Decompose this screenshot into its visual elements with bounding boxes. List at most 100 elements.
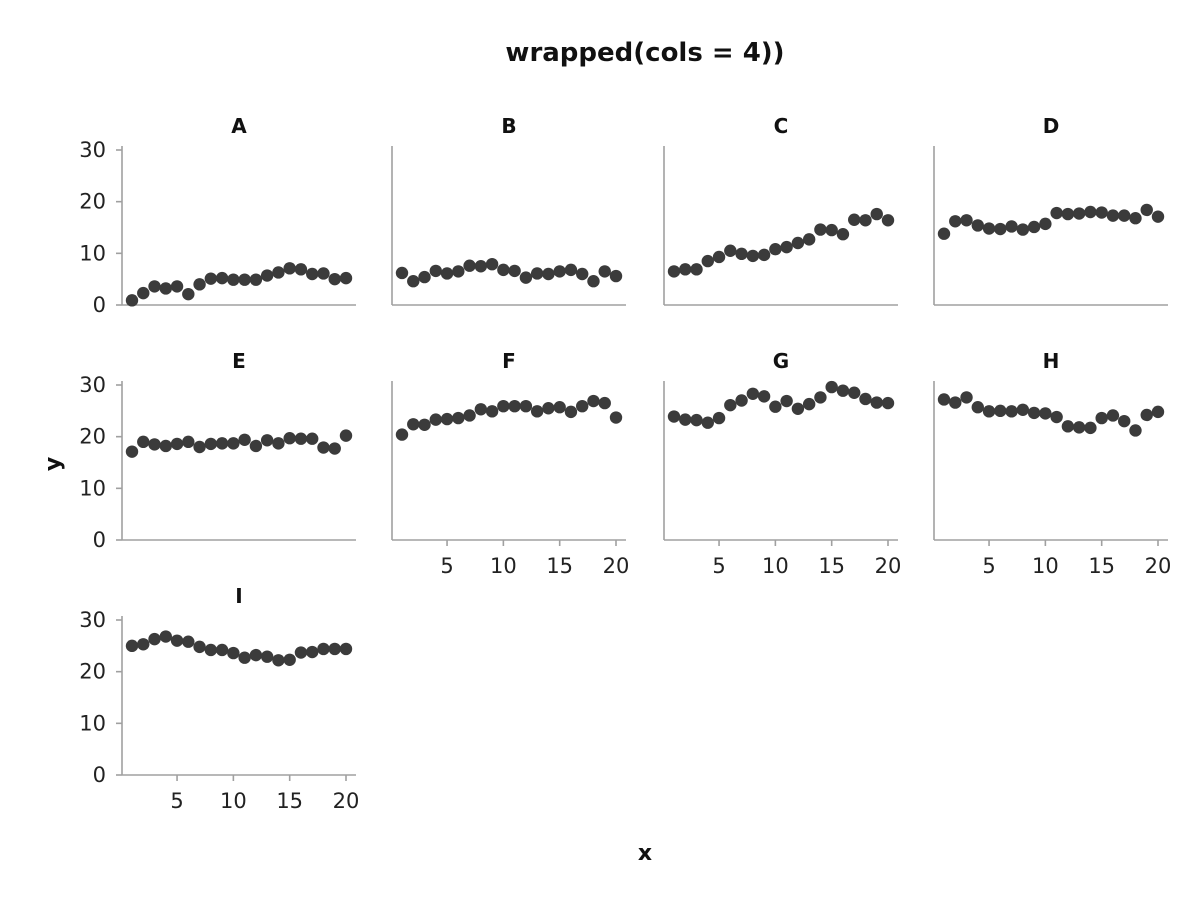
panel-h-x-tick-label: 10 [1032,554,1059,578]
panel-b-point [564,263,578,277]
panel-i-point [339,642,353,656]
panel-i-x-tick-label: 5 [170,789,183,813]
panel-e: E 0 10 20 30 [79,349,356,552]
panel-c-title: C [774,114,789,138]
panel-c-point [802,233,816,246]
panel-f-point [508,399,521,413]
panel-f-x-tick-label: 20 [603,554,630,578]
panel-i-y-tick-label: 30 [79,608,106,632]
panel-i-point [215,643,229,657]
panel-e-point [182,435,195,449]
panel-f-point [609,411,623,424]
panel-i-y-tick-label: 0 [93,763,106,787]
panel-h-point [937,393,951,406]
panel-h-point [949,396,962,409]
panel-b-point [418,270,431,284]
panel-h-point [994,404,1007,418]
panel-f-title: F [502,349,516,373]
panel-e-point [137,435,150,449]
panel-f-point [395,428,409,441]
panel-a-y-tick-label: 0 [93,293,106,317]
panel-b-point [395,266,409,280]
panel-f-x-tick-label: 10 [490,554,517,578]
panel-c-point [690,263,703,276]
panel-d-point [1129,212,1142,225]
panel-a-point [193,278,206,291]
panel-f-point [553,401,566,414]
panel-d-point [982,222,996,235]
panel-f-point [530,405,544,418]
panel-h-point [1140,408,1153,422]
panel-e-y-tick-label: 0 [93,528,106,552]
panel-g-point [735,394,748,407]
panel-b-point [474,260,488,273]
panel-d-point [1140,203,1153,217]
panel-d-point [1061,207,1075,221]
panel-a-y-tick-label: 10 [79,241,106,265]
panel-d-title: D [1043,114,1060,138]
panel-h-point [1027,406,1041,420]
panel-a-point [294,263,308,276]
panel-f-point [429,413,442,426]
panel-a-point [204,272,218,285]
panel-g-point [757,390,771,403]
panel-c-point [791,236,805,250]
panel-i-point [317,642,330,656]
panel-f-point [463,409,476,422]
panel-a-point [260,269,274,282]
panel-g-point [825,380,838,394]
panel-g-point [667,410,681,423]
panel-h-point [1016,403,1030,416]
panel-g-point [870,396,883,409]
panel-d-point [1050,206,1063,220]
panel-i-point [170,634,184,647]
panel-b-point [485,257,499,271]
panel-a-point [306,267,319,281]
panel-a-point [170,280,184,293]
panel-a-point [182,287,195,301]
panel-d-point [1016,223,1030,236]
panel-a-point [159,282,172,295]
panel-f: F 5 10 15 20 [391,349,630,578]
panel-g-point [814,391,827,404]
panel-f-point [418,418,431,431]
panel-c-point [679,263,692,276]
panel-h-point [960,391,973,404]
panel-c-point [667,265,681,278]
panel-f-point [440,412,454,426]
panel-i-point [260,650,274,663]
panel-b-point [508,264,521,278]
panel-h-point [1005,405,1018,418]
panel-b-point [440,267,454,280]
panel-a-point [238,273,251,286]
panel-i-x-tick-label: 15 [276,789,303,813]
panel-h-point [1106,409,1120,422]
panel-c-point [735,247,748,261]
panel-e-point [227,437,240,450]
panel-g-x-tick-label: 15 [818,554,845,578]
panel-b-point [609,269,623,283]
panel-b-point [452,265,465,278]
panel-c-point [746,249,760,263]
panel-g-point [690,413,703,427]
panel-b-point [598,265,611,278]
panel-h-x-tick-label: 15 [1088,554,1115,578]
panel-h-point [1118,414,1131,428]
panel-h-point [1061,420,1075,433]
panel-f-point [497,399,510,413]
panel-f-point [542,402,555,415]
panel-b-title: B [501,114,516,138]
panel-h-point [1151,405,1165,419]
panel-e-point [306,432,319,445]
panel-h: H 5 10 15 20 [933,349,1171,578]
panel-f-point [407,418,420,431]
chart-title: wrapped(cols = 4)) [505,38,784,68]
panel-c-point [701,254,714,268]
panel-g-point [701,416,714,429]
panel-e-point [317,441,330,454]
panel-f-point [474,403,488,416]
panel-i-point [182,635,195,648]
panel-i-point [328,642,341,656]
panel-f-point [485,405,499,418]
